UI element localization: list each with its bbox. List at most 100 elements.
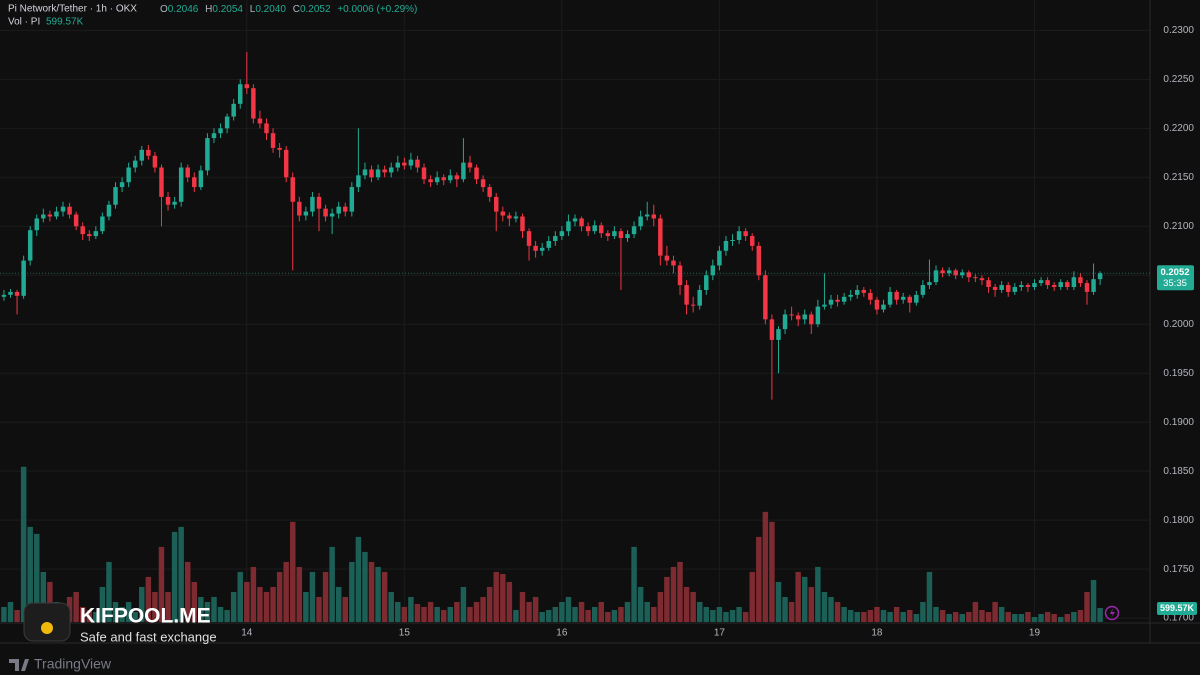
volume-bar [847, 609, 854, 622]
candle-body [1084, 283, 1090, 292]
volume-bar [802, 576, 808, 622]
volume-bar [710, 609, 716, 622]
x-tick-label: 16 [556, 628, 568, 639]
o-key: O [160, 4, 168, 15]
candle-body [283, 149, 289, 178]
candle-body [448, 175, 453, 181]
volume-bar [145, 576, 152, 622]
candle-body [211, 133, 217, 139]
candle-body [1045, 280, 1050, 286]
volume-bar [736, 606, 742, 622]
candle-body [736, 231, 742, 240]
candle-body [1032, 283, 1037, 288]
volume-bar [283, 561, 289, 622]
volume-bar [985, 611, 992, 622]
volume-bar [756, 536, 762, 622]
candle-body [185, 167, 190, 178]
candle-body [205, 138, 210, 171]
candle-body [946, 270, 952, 274]
volume-bar [335, 586, 342, 622]
volume-bar [79, 606, 86, 622]
candle-body [999, 285, 1004, 290]
volume-bar [303, 591, 309, 622]
candle-body [500, 211, 506, 216]
candle-body [874, 299, 880, 310]
candle-body [717, 250, 722, 266]
candle-body [461, 162, 466, 180]
candle-body [973, 277, 978, 279]
volume-bar [1018, 613, 1025, 622]
volume-bar [1084, 591, 1090, 622]
volume-bar [408, 596, 414, 622]
candle-body [782, 314, 788, 330]
candle-body [480, 179, 486, 188]
candle-body [1038, 280, 1044, 284]
candle-body [238, 84, 243, 104]
candle-body [900, 296, 906, 300]
volume-bar [257, 586, 263, 622]
c-value: 0.2052 [300, 4, 331, 15]
volume-bar [933, 606, 939, 622]
candle-body [756, 245, 762, 276]
volume-bar [460, 586, 467, 622]
candle-body [1051, 285, 1057, 288]
price-tag-value: 0.2052 [1160, 267, 1189, 278]
candle-body [677, 265, 683, 286]
candle-body [979, 278, 985, 281]
candle-body [933, 270, 939, 283]
volume-bar [598, 601, 604, 622]
volume-bar [729, 609, 736, 622]
candle-body [87, 234, 92, 237]
axes: 0.23000.22500.22000.21500.21000.20500.20… [0, 25, 1197, 639]
candle-body [809, 314, 814, 325]
volume-bar [368, 561, 375, 622]
candle-body [474, 167, 479, 180]
h-value: 0.2054 [212, 4, 243, 15]
volume-bar [762, 511, 769, 622]
candle-body [566, 221, 571, 232]
y-tick-label: 0.2100 [1163, 221, 1194, 232]
candle-body [172, 201, 177, 205]
volume-bar [34, 533, 40, 622]
volume-bar [427, 601, 434, 622]
candle-body [881, 304, 886, 310]
candle-body [113, 187, 118, 205]
candle-body [723, 240, 729, 251]
y-tick-label: 0.1800 [1163, 515, 1194, 526]
y-tick-label: 0.1750 [1163, 564, 1194, 575]
alert-icon[interactable] [1104, 605, 1120, 621]
volume-tag [1157, 602, 1197, 616]
volume-bar [1064, 613, 1071, 622]
l-value: 0.2040 [255, 4, 286, 15]
candle-body [93, 231, 99, 237]
volume-bar [211, 596, 217, 622]
candle-body [690, 304, 696, 306]
volume-bar [723, 611, 729, 622]
volume-bar [381, 571, 388, 622]
volume-bar [664, 576, 670, 622]
candle-body [795, 315, 801, 320]
candle-body [730, 239, 735, 241]
volume-tag-value: 599.57K [1160, 603, 1195, 613]
volume-bar [198, 596, 204, 622]
candle-body [579, 218, 584, 227]
candle-body [356, 175, 361, 188]
volume-bar [631, 546, 637, 622]
volume-bar [440, 609, 447, 622]
candle-body [303, 211, 309, 216]
volume-bar [263, 591, 270, 622]
candle-body [1019, 285, 1024, 288]
x-tick-label: 18 [871, 628, 883, 639]
y-tick-label: 0.2300 [1163, 25, 1194, 36]
x-tick-label: 19 [1029, 628, 1041, 639]
volume-bar [329, 546, 335, 622]
candle-body [257, 118, 263, 124]
volume-bar [815, 566, 821, 622]
candle-body [192, 177, 197, 188]
candle-body [316, 196, 322, 209]
volume-bar [690, 591, 696, 622]
candle-body [467, 162, 473, 168]
candle-body [507, 215, 512, 219]
candle-body [270, 133, 276, 148]
watermark: KIFPOOL.ME Safe and fast exchange [23, 602, 217, 644]
